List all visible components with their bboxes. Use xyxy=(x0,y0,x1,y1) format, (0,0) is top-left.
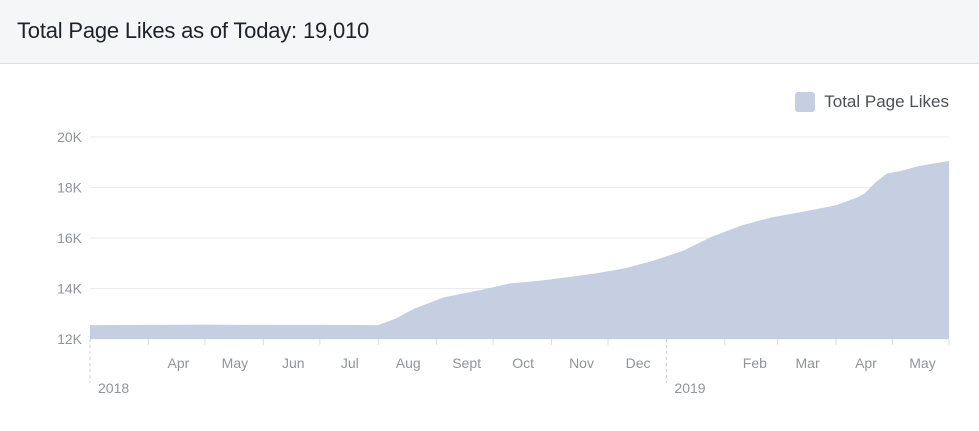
x-tick-label-4: Aug xyxy=(396,355,421,371)
x-tick-label-12: May xyxy=(909,355,935,371)
total-likes-value: 19,010 xyxy=(302,18,370,43)
y-tick-label-1: 14K xyxy=(57,281,83,297)
x-tick-label-0: Apr xyxy=(167,355,189,371)
x-tick-label-5: Sept xyxy=(452,355,481,371)
title-text: Total Page Likes as of Today: xyxy=(17,18,297,43)
y-tick-label-3: 18K xyxy=(57,180,83,196)
x-tick-label-7: Nov xyxy=(569,355,594,371)
y-tick-label-4: 20K xyxy=(57,129,83,145)
likes-area-chart: 12K 14K 16K 18K 20K Apr May Jun Jul Aug Sept Oct Nov… xyxy=(57,129,950,396)
legend-label: Total Page Likes xyxy=(824,92,949,111)
x-tick-label-10: Mar xyxy=(796,355,820,371)
x-tick-label-3: Jul xyxy=(341,355,359,371)
x-tick-label-1: May xyxy=(222,355,248,371)
x-tick-label-9: Feb xyxy=(743,355,767,371)
year-label-0: 2018 xyxy=(98,380,129,396)
chart-legend[interactable]: Total Page Likes xyxy=(795,92,949,112)
x-tick-label-6: Oct xyxy=(512,355,534,371)
x-tick-label-8: Dec xyxy=(626,355,651,371)
page-title: Total Page Likes as of Today: 19,010 xyxy=(17,18,369,44)
y-tick-label-0: 12K xyxy=(57,331,83,347)
x-tick-label-2: Jun xyxy=(282,355,305,371)
likes-area-series xyxy=(90,161,949,339)
x-tick-label-11: Apr xyxy=(855,355,877,371)
y-tick-label-2: 16K xyxy=(57,230,83,246)
year-label-1: 2019 xyxy=(674,380,705,396)
chart-header: Total Page Likes as of Today: 19,010 xyxy=(0,0,979,64)
legend-swatch xyxy=(795,92,816,112)
